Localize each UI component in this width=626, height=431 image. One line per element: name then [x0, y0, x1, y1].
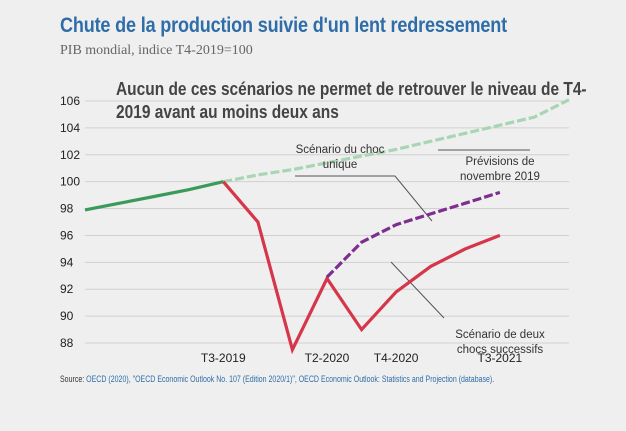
annotation-label: Prévisions de novembre 2019	[460, 156, 540, 183]
x-tick-label: T4-2020	[374, 351, 419, 365]
y-tick-label: 98	[60, 202, 74, 216]
source-reference: OECD (2020), "OECD Economic Outlook No. …	[86, 374, 495, 384]
annotation-leader	[390, 261, 445, 319]
chart-title: Chute de la production suivie d'un lent …	[60, 14, 507, 37]
y-tick-label: 104	[60, 121, 80, 135]
y-tick-label: 94	[60, 255, 74, 269]
x-tick-label: T2-2020	[305, 351, 350, 365]
annotation-leader	[295, 175, 433, 222]
source-label: Source:	[60, 374, 85, 384]
y-tick-label: 90	[60, 309, 74, 323]
source-note: Source: OECD (2020), "OECD Economic Outl…	[60, 374, 494, 384]
y-tick-label: 92	[60, 282, 74, 296]
annotation-label: Scénario de deux chocs successifs	[455, 329, 545, 356]
y-tick-label: 100	[60, 175, 80, 189]
y-axis-ticks: 88 90 92 94 96 98 100 102 104 106	[60, 94, 80, 350]
series-line-forecast	[222, 98, 570, 184]
series-line-historical	[84, 180, 224, 212]
chart-headline: Aucun de ces scénarios ne permet de retr…	[116, 79, 587, 122]
y-gridlines	[85, 100, 569, 344]
annotation-leaders	[295, 149, 530, 319]
y-tick-label: 96	[60, 228, 74, 242]
y-tick-label: 102	[60, 148, 80, 162]
series-line-single-shock	[325, 190, 501, 279]
x-tick-label: T3-2021	[478, 351, 523, 365]
series-lines	[84, 98, 570, 355]
annotations: Scénario du choc unique Prévisions de novem…	[296, 144, 545, 356]
y-tick-label: 106	[60, 94, 80, 108]
annotation-label: Scénario du choc unique	[296, 144, 385, 171]
chart-subtitle: PIB mondial, indice T4-2019=100	[60, 43, 253, 58]
y-tick-label: 88	[60, 336, 74, 350]
series-line-double-shock	[222, 180, 501, 355]
x-axis-ticks: T3-2019 T2-2020 T4-2020 T3-2021	[201, 351, 523, 365]
x-tick-label: T3-2019	[201, 351, 246, 365]
